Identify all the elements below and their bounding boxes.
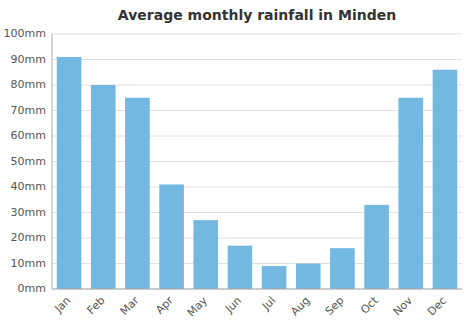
x-tick-label: Mar — [118, 294, 142, 318]
bar — [364, 205, 389, 289]
chart-container: Average monthly rainfall in Minden 0mm 10m… — [0, 0, 474, 331]
y-tick-label: 50mm — [11, 155, 46, 168]
bar — [330, 248, 355, 289]
bar — [262, 266, 287, 289]
x-tick-label: Nov — [391, 294, 416, 319]
bar — [91, 85, 116, 289]
y-tick-label: 80mm — [11, 78, 46, 91]
bar — [193, 220, 218, 289]
x-tick-label: Aug — [288, 294, 312, 318]
grid-line — [52, 59, 462, 60]
bar — [398, 98, 423, 289]
x-tick-label: Oct — [358, 294, 381, 317]
x-tick-label: Feb — [85, 294, 108, 317]
bar — [296, 264, 321, 290]
x-axis-line — [52, 289, 462, 290]
bar — [228, 246, 253, 289]
x-tick-label: May — [185, 294, 211, 320]
y-axis: 0mm 10mm 20mm 30mm 40mm 50mm 60mm 70mm 80mm 90mm 1… — [4, 27, 46, 295]
chart-svg: Average monthly rainfall in Minden 0mm 10m… — [0, 0, 474, 331]
y-axis-line — [52, 34, 53, 289]
bar — [433, 70, 458, 289]
x-axis: Jan Feb Mar Apr May Jun Jul Aug Sep Oct Nov Dec — [51, 294, 449, 320]
y-tick-label: 0mm — [18, 282, 46, 295]
x-tick-label: Dec — [425, 294, 449, 318]
grid — [52, 34, 462, 289]
x-tick-label: Jun — [222, 294, 244, 316]
x-tick-label: Jul — [259, 294, 278, 313]
bar — [57, 57, 82, 289]
bar — [159, 184, 184, 289]
y-tick-label: 70mm — [11, 104, 46, 117]
grid-line — [52, 34, 462, 35]
y-tick-label: 20mm — [11, 231, 46, 244]
grid-line — [52, 289, 462, 290]
y-tick-label: 40mm — [11, 180, 46, 193]
x-tick-label: Sep — [323, 294, 347, 318]
bars — [57, 57, 457, 289]
y-tick-label: 10mm — [11, 257, 46, 270]
bar — [125, 98, 150, 289]
y-tick-label: 100mm — [4, 27, 46, 40]
title: Average monthly rainfall in Minden — [118, 7, 396, 23]
y-tick-label: 30mm — [11, 206, 46, 219]
x-tick-label: Apr — [153, 294, 176, 317]
x-tick-label: Jan — [51, 294, 73, 316]
y-tick-label: 90mm — [11, 53, 46, 66]
y-tick-label: 60mm — [11, 129, 46, 142]
